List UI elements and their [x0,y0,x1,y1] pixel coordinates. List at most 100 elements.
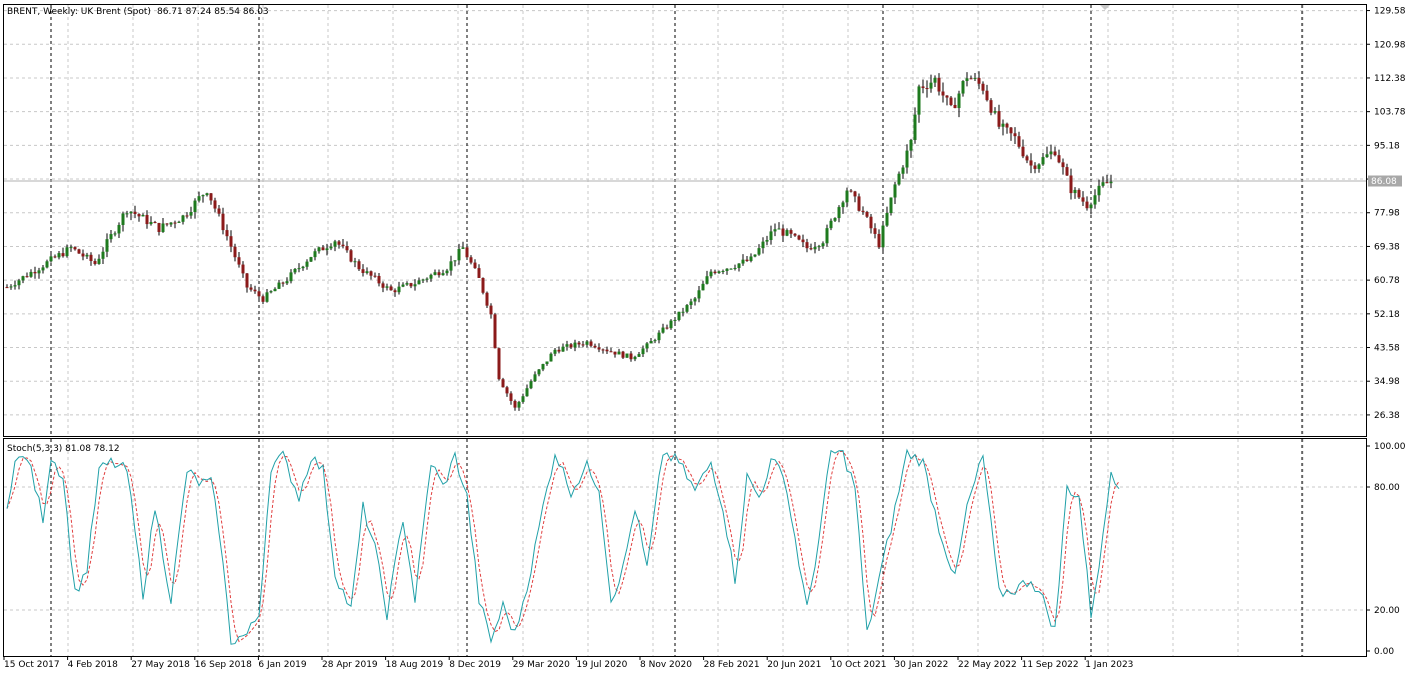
candle-body [693,298,697,302]
candle [289,269,293,284]
candle [1053,146,1057,157]
candle [541,363,545,372]
candle-body [97,258,101,264]
candle [765,235,769,246]
candle-body [721,270,725,272]
candle [709,269,713,279]
candle [681,307,685,317]
candle-body [449,261,453,271]
candle [385,283,389,291]
candle-body [225,230,229,237]
ohlc-readout: 86.71 87.24 85.54 86.03 [157,7,269,17]
candle [553,347,557,357]
price-tick-label: 77.98 [1374,209,1400,219]
candle-body [341,244,345,247]
candle [97,254,101,265]
candle [1069,168,1073,200]
candle-body [773,229,777,232]
candle-body [125,213,129,215]
candle-body [353,261,357,263]
candle [141,213,145,217]
candle-body [457,248,461,261]
candle-body [665,327,669,329]
candle-body [393,290,397,293]
stoch-tick-label: 20.00 [1374,606,1400,616]
candle-body [485,292,489,306]
candle [397,281,401,295]
candle [433,269,437,276]
candle [953,97,957,109]
candle-body [413,284,417,287]
candle [817,244,821,251]
candle-body [1109,181,1113,184]
candle-body [1065,167,1069,176]
candle-body [25,276,29,278]
candle [497,347,501,381]
candle [105,233,109,258]
candle-body [969,78,973,80]
candle-body [605,349,609,352]
price-tick-label: 103.78 [1374,108,1406,118]
candle-body [93,261,97,264]
candle-body [545,361,549,365]
candle [437,269,441,278]
candle [861,206,865,215]
candle [1033,162,1037,174]
candle [557,346,561,354]
candle-body [985,90,989,101]
candle-body [601,349,605,351]
candle [241,261,245,278]
candle [757,244,761,256]
candle-body [77,249,81,254]
candle-body [265,292,269,302]
candle [21,275,25,284]
candle [473,259,477,269]
candle-body [597,347,601,350]
candle-body [913,114,917,140]
price-tick-label: 95.18 [1374,141,1400,151]
candle [921,79,925,94]
candle [561,343,565,352]
candle-body [477,268,481,278]
price-pane [3,4,1367,437]
candle [845,187,849,208]
candle [417,277,421,285]
candle [505,385,509,397]
candle-body [593,345,597,348]
candle [825,224,829,247]
candle-body [957,93,961,109]
stoch-signal-line [6,451,1120,643]
candle [477,264,481,279]
candle [833,217,837,223]
candle [349,249,353,263]
current-price-badge: 86.08 [1368,175,1402,187]
candle-body [377,275,381,284]
candle [973,73,977,81]
candle-body [537,369,541,375]
candle-body [249,287,253,290]
candle [525,384,529,397]
candle [457,243,461,265]
candle-body [417,280,421,285]
candle-body [433,272,437,275]
candle [285,277,289,285]
candle-body [37,270,41,274]
x-tick-label: 4 Feb 2018 [68,660,119,670]
candle-body [937,77,941,92]
price-chart-title: BRENT, Weekly: UK Brent (Spot) [7,7,151,17]
candle-body [821,243,825,247]
candle-body [305,261,309,267]
candle [905,144,909,174]
candle-body [801,239,805,243]
candle [401,282,405,288]
candle-body [885,213,889,226]
candle [117,222,121,239]
candle [329,243,333,251]
candle [265,289,269,303]
candle [277,279,281,290]
candle [1025,154,1029,164]
chart-shift-marker[interactable] [1100,5,1110,10]
candle-body [17,280,21,286]
candle-body [949,97,953,105]
candle-body [785,230,789,236]
